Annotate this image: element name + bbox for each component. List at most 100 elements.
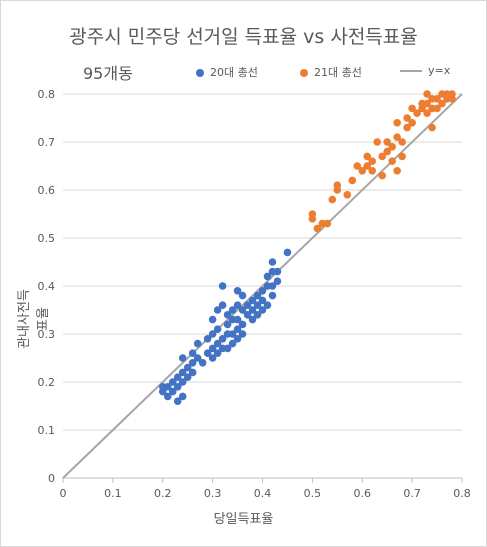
data-point-series-1: [218, 301, 227, 310]
data-point-series-2: [363, 162, 372, 170]
data-point-series-1: [263, 272, 272, 281]
data-point-series-2: [328, 195, 337, 204]
x-tick-label: 0.1: [104, 487, 122, 500]
data-point-series-1: [158, 387, 167, 396]
data-point-series-1: [233, 315, 242, 324]
legend-item-reference-line: y=x: [400, 64, 450, 77]
data-point-series-1: [178, 378, 187, 386]
data-point-series-1: [268, 282, 277, 290]
data-point-series-1: [203, 335, 212, 343]
y-tick-label: 0.6: [38, 184, 56, 197]
legend-marker-reference-line: [400, 70, 422, 72]
data-point-series-1: [238, 291, 247, 300]
data-point-series-1: [253, 291, 262, 300]
x-axis-title: 당일득표율: [213, 512, 274, 527]
data-point-series-1: [183, 363, 192, 372]
data-point-series-1: [243, 301, 252, 310]
data-point-series-2: [423, 99, 431, 108]
data-point-series-2: [378, 152, 387, 161]
data-point-series-2: [423, 90, 431, 98]
data-point-series-1: [213, 339, 222, 348]
data-point-series-1: [173, 383, 182, 391]
data-point-series-1: [228, 306, 237, 314]
data-point-series-1: [238, 330, 247, 338]
data-point-series-1: [223, 344, 232, 353]
y-tick-labels: 0 0.1 0.2 0.3 0.4 0.5 0.6 0.7 0.8: [38, 88, 56, 485]
data-point-series-1: [188, 349, 197, 358]
data-point-series-2: [408, 104, 416, 113]
data-point-series-1: [248, 296, 257, 305]
data-point-series-2: [438, 99, 446, 108]
data-point-series-2: [378, 171, 387, 180]
y-tick-label: 0: [48, 472, 55, 485]
data-point-series-1: [163, 383, 172, 391]
data-point-series-1: [168, 378, 177, 386]
data-point-series-1: [188, 368, 197, 377]
x-tick-labels: 0 0.1 0.2 0.3 0.4 0.5 0.6 0.7 0.8: [60, 487, 471, 500]
data-point-series-1: [178, 368, 187, 377]
data-point-series-1: [208, 330, 217, 338]
data-point-series-2: [398, 152, 406, 161]
y-tick-label: 0.8: [38, 88, 56, 101]
data-point-series-1: [248, 306, 257, 314]
data-point-series-1: [233, 301, 242, 310]
data-point-series-2: [313, 224, 322, 233]
data-point-series-1: [233, 325, 242, 334]
data-point-series-2: [408, 119, 416, 127]
x-tick-label: 0.6: [354, 487, 372, 500]
legend-label-series-2: 21대 총선: [314, 66, 362, 79]
x-tick-label: 0.8: [453, 487, 471, 500]
data-point-series-2: [403, 123, 411, 132]
x-tick-label: 0: [60, 487, 67, 500]
data-point-series-1: [218, 335, 227, 343]
data-point-series-2: [363, 152, 372, 161]
data-point-series-1: [273, 277, 282, 286]
data-point-series-1: [238, 306, 247, 314]
data-point-series-1: [163, 392, 172, 401]
data-point-series-2: [448, 90, 456, 98]
x-tick-label: 0.3: [204, 487, 222, 500]
data-point-series-1: [253, 311, 262, 319]
data-point-series-1: [263, 301, 272, 310]
data-point-series-1: [208, 315, 217, 324]
legend-item-series-2: 21대 총선: [300, 64, 362, 80]
data-point-series-2: [433, 95, 441, 103]
x-tick-label: 0.7: [403, 487, 421, 500]
data-point-series-1: [228, 330, 237, 338]
data-point-series-1: [208, 344, 217, 353]
data-point-series-1: [213, 306, 222, 314]
y-tick-label: 0.4: [38, 280, 56, 293]
data-points: [158, 90, 456, 406]
data-point-series-2: [308, 210, 317, 218]
data-point-series-1: [173, 397, 182, 406]
data-point-series-1: [253, 301, 262, 310]
data-point-series-1: [203, 349, 212, 358]
data-point-series-2: [368, 167, 377, 175]
data-point-series-2: [388, 157, 396, 165]
data-point-series-1: [223, 320, 232, 329]
data-point-series-1: [193, 354, 202, 362]
data-point-series-1: [178, 354, 187, 362]
data-point-series-2: [383, 147, 391, 156]
data-point-series-1: [168, 387, 177, 396]
y-tick-label: 0.3: [38, 328, 56, 341]
data-point-series-2: [333, 181, 342, 189]
data-point-series-2: [393, 133, 401, 141]
data-point-series-2: [348, 176, 357, 185]
data-point-series-1: [238, 320, 247, 329]
data-point-series-1: [223, 311, 232, 319]
data-point-series-2: [353, 162, 362, 170]
data-point-series-2: [373, 138, 382, 146]
legend-item-series-1: 20대 총선: [196, 64, 258, 80]
data-point-series-1: [183, 373, 192, 382]
data-point-series-2: [423, 109, 431, 117]
legend-label-reference-line: y=x: [428, 64, 451, 77]
data-point-series-2: [388, 143, 396, 151]
data-point-series-1: [273, 267, 282, 276]
data-point-series-1: [178, 392, 187, 401]
data-point-series-2: [343, 191, 352, 199]
legend-marker-series-2: [300, 69, 308, 77]
chart-title: 광주시 민주당 선거일 득표율 vs 사전득표율: [69, 26, 418, 48]
x-tick-label: 0.4: [254, 487, 272, 500]
